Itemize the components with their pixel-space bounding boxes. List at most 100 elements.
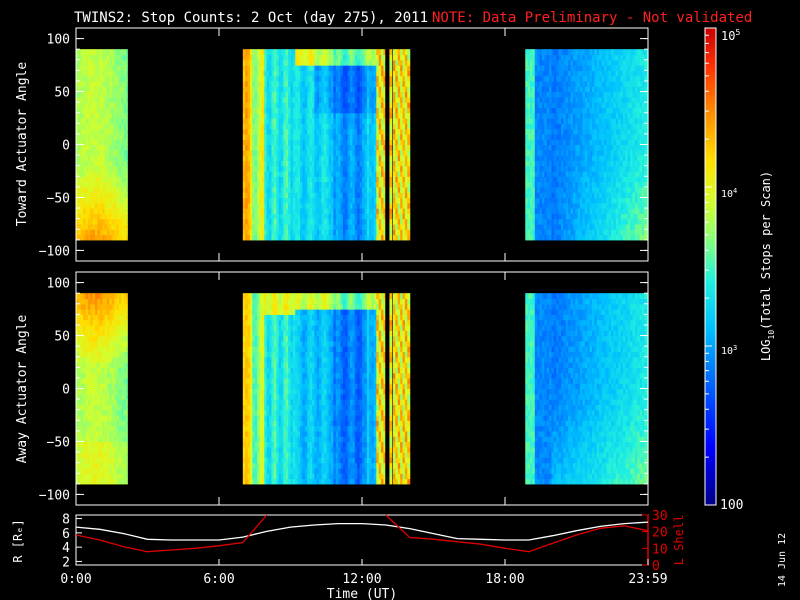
heatmap-cell: [568, 128, 572, 135]
heatmap-cell: [307, 123, 311, 130]
heatmap-cell: [109, 181, 113, 188]
heatmap-cell: [285, 112, 289, 119]
heatmap-cell: [76, 96, 79, 103]
heatmap-cell: [331, 107, 334, 114]
heatmap-cell: [373, 192, 377, 199]
heatmap-cell: [280, 218, 284, 225]
heatmap-cell: [331, 139, 334, 146]
heatmap-cell: [247, 65, 251, 71]
heatmap-cell: [362, 133, 365, 140]
heatmap-cell: [114, 59, 118, 66]
heatmap-cell: [290, 139, 294, 146]
heatmap-cell: [400, 208, 404, 214]
heatmap-cell: [276, 213, 280, 220]
heatmap-cell: [347, 65, 351, 71]
heatmap-cell: [383, 133, 386, 140]
heatmap-cell: [371, 102, 375, 109]
heatmap-cell: [102, 65, 106, 71]
heatmap-cell: [321, 96, 325, 103]
heatmap-cell: [247, 91, 251, 98]
heatmap-cell: [397, 59, 401, 66]
heatmap-cell: [276, 112, 280, 119]
heatmap-cell: [276, 202, 280, 209]
heatmap-cell: [572, 213, 576, 220]
heatmap-cell: [314, 202, 318, 209]
heatmap-cell: [537, 176, 541, 183]
heatmap-cell: [266, 197, 270, 204]
heatmap-cell: [359, 160, 363, 167]
heatmap-cell: [371, 181, 375, 188]
heatmap-cell: [381, 123, 385, 130]
heatmap-cell: [575, 181, 579, 188]
heatmap-cell: [392, 91, 396, 98]
heatmap-cell: [76, 229, 79, 236]
heatmap-cell: [290, 176, 294, 183]
heatmap-cell: [278, 59, 282, 66]
heatmap-cell: [123, 192, 127, 199]
heatmap-cell: [352, 139, 356, 146]
heatmap-cell: [290, 234, 294, 241]
heatmap-cell: [333, 155, 337, 161]
heatmap-cell: [118, 170, 122, 177]
heatmap-cell: [111, 186, 115, 193]
heatmap-cell: [572, 208, 576, 214]
heatmap-cell: [561, 192, 564, 199]
heatmap-cell: [345, 229, 349, 236]
heatmap-cell: [546, 170, 550, 177]
heatmap-cell: [109, 155, 113, 161]
heatmap-cell: [118, 213, 122, 220]
heatmap-cell: [572, 70, 576, 77]
heatmap-cell: [572, 128, 576, 135]
heatmap-cell: [366, 112, 370, 119]
heatmap-cell: [321, 229, 325, 236]
heatmap-cell: [366, 149, 370, 156]
heatmap-cell: [326, 213, 330, 220]
heatmap-cell: [283, 86, 287, 93]
heatmap-cell: [347, 181, 351, 188]
heatmap-cell: [245, 49, 249, 56]
heatmap-cell: [245, 155, 249, 161]
heatmap-cell: [278, 86, 282, 93]
heatmap-cell: [354, 186, 358, 193]
heatmap-cell: [264, 112, 268, 119]
heatmap-cell: [261, 54, 265, 61]
heatmap-cell: [525, 128, 529, 135]
heatmap-cell: [109, 192, 113, 199]
heatmap-cell: [266, 128, 270, 135]
heatmap-cell: [97, 91, 101, 98]
heatmap-cell: [121, 149, 125, 156]
heatmap-cell: [575, 234, 579, 241]
heatmap-cell: [347, 133, 351, 140]
toward-heatmap: [76, 49, 649, 241]
heatmap-cell: [366, 75, 370, 82]
heatmap-cell: [551, 144, 555, 151]
heatmap-cell: [257, 197, 261, 204]
heatmap-cell: [95, 155, 99, 161]
heatmap-cell: [278, 54, 282, 61]
heatmap-cell: [400, 65, 404, 71]
heatmap-cell: [276, 59, 280, 66]
heatmap-cell: [537, 229, 541, 236]
heatmap-cell: [407, 208, 411, 214]
heatmap-cell: [242, 197, 246, 204]
heatmap-cell: [111, 86, 115, 93]
heatmap-cell: [304, 234, 308, 241]
heatmap-cell: [252, 123, 256, 130]
heatmap-cell: [297, 186, 301, 193]
heatmap-cell: [383, 91, 386, 98]
heatmap-cell: [269, 229, 273, 236]
heatmap-cell: [95, 170, 99, 177]
heatmap-cell: [402, 202, 406, 209]
heatmap-cell: [565, 170, 569, 177]
heatmap-cell: [556, 144, 560, 151]
heatmap-cell: [350, 96, 354, 103]
heatmap-cell: [342, 213, 346, 220]
heatmap-cell: [534, 234, 538, 241]
heatmap-cell: [85, 80, 89, 87]
heatmap-cell: [350, 234, 354, 241]
heatmap-cell: [292, 155, 296, 161]
heatmap-cell: [561, 197, 564, 204]
heatmap-cell: [546, 128, 550, 135]
heatmap-cell: [323, 75, 327, 82]
heatmap-cell: [544, 155, 548, 161]
